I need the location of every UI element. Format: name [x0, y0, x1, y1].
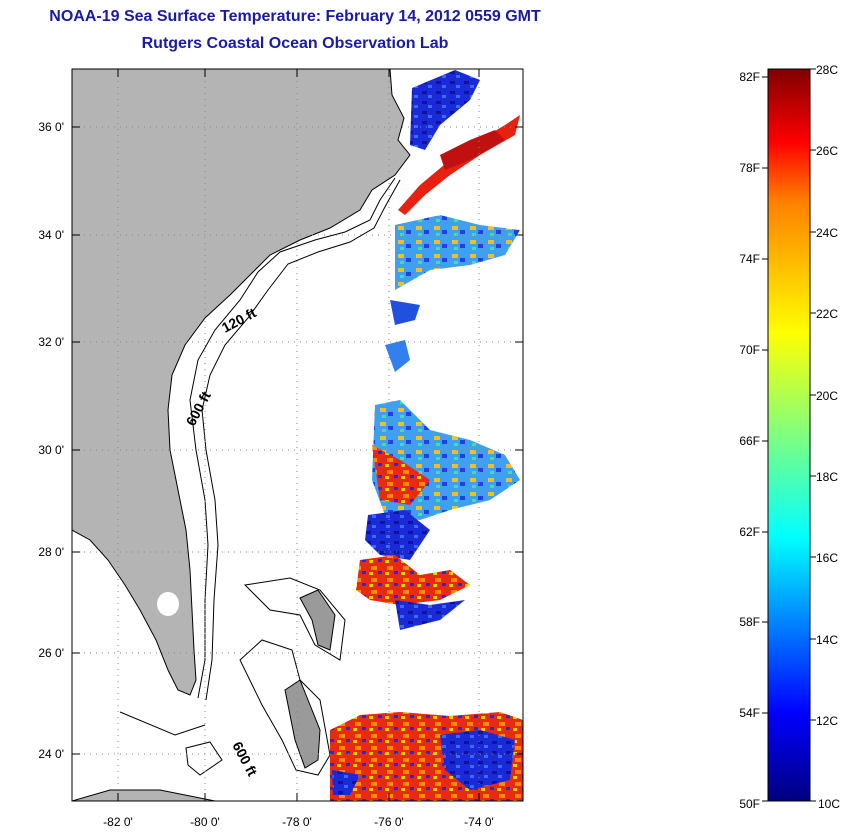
colorbar-f-62: 62F — [739, 525, 760, 539]
colorbar-f-66: 66F — [739, 434, 760, 448]
colorbar-c-24: 24C — [816, 226, 838, 240]
colorbar-f-58: 58F — [739, 615, 760, 629]
map-area — [72, 69, 523, 801]
bahamas-land — [299, 589, 336, 651]
colorbar-c-28: 28C — [816, 63, 838, 77]
colorbar-f-54: 54F — [739, 706, 760, 720]
colorbar-c-12: 12C — [816, 714, 838, 728]
lat-label-34: 34 0' — [38, 228, 64, 242]
map-title: NOAA-19 Sea Surface Temperature: Februar… — [49, 8, 541, 25]
lon-label-78: -78 0' — [282, 815, 312, 829]
colorbar-f-82: 82F — [739, 70, 760, 84]
colorbar-c-20: 20C — [816, 389, 838, 403]
colorbar-c-26: 26C — [816, 144, 838, 158]
map-subtitle: Rutgers Coastal Ocean Observation Lab — [141, 35, 449, 52]
colorbar-c-10: 10C — [818, 797, 840, 811]
colorbar-f-74: 74F — [739, 252, 760, 266]
cuba-land — [72, 789, 216, 801]
lat-label-28: 28 0' — [38, 545, 64, 559]
lon-label-80: -80 0' — [190, 815, 220, 829]
lat-label-24: 24 0' — [38, 747, 64, 761]
map-grid — [72, 69, 523, 801]
contour-120ft — [189, 177, 396, 699]
lat-label-36: 36 0' — [38, 120, 64, 134]
colorbar-f-78: 78F — [739, 161, 760, 175]
colorbar-c-16: 16C — [816, 551, 838, 565]
lat-label-32: 32 0' — [38, 335, 64, 349]
axis-ticks — [72, 69, 523, 801]
lon-label-74: -74 0' — [464, 815, 494, 829]
land-mass — [72, 69, 411, 696]
colorbar-f-50: 50F — [739, 797, 760, 811]
colorbar-c-14: 14C — [816, 633, 838, 647]
lat-label-26: 26 0' — [38, 646, 64, 660]
sst-swath — [330, 70, 523, 801]
colorbar-c-22: 22C — [816, 307, 838, 321]
contour-600ft — [201, 179, 401, 701]
colorbar-c-18: 18C — [816, 470, 838, 484]
lat-label-30: 30 0' — [38, 443, 64, 457]
colorbar-f-70: 70F — [739, 343, 760, 357]
temperature-colorbar — [767, 68, 811, 802]
lon-label-82: -82 0' — [103, 815, 133, 829]
lon-label-76: -76 0' — [374, 815, 404, 829]
